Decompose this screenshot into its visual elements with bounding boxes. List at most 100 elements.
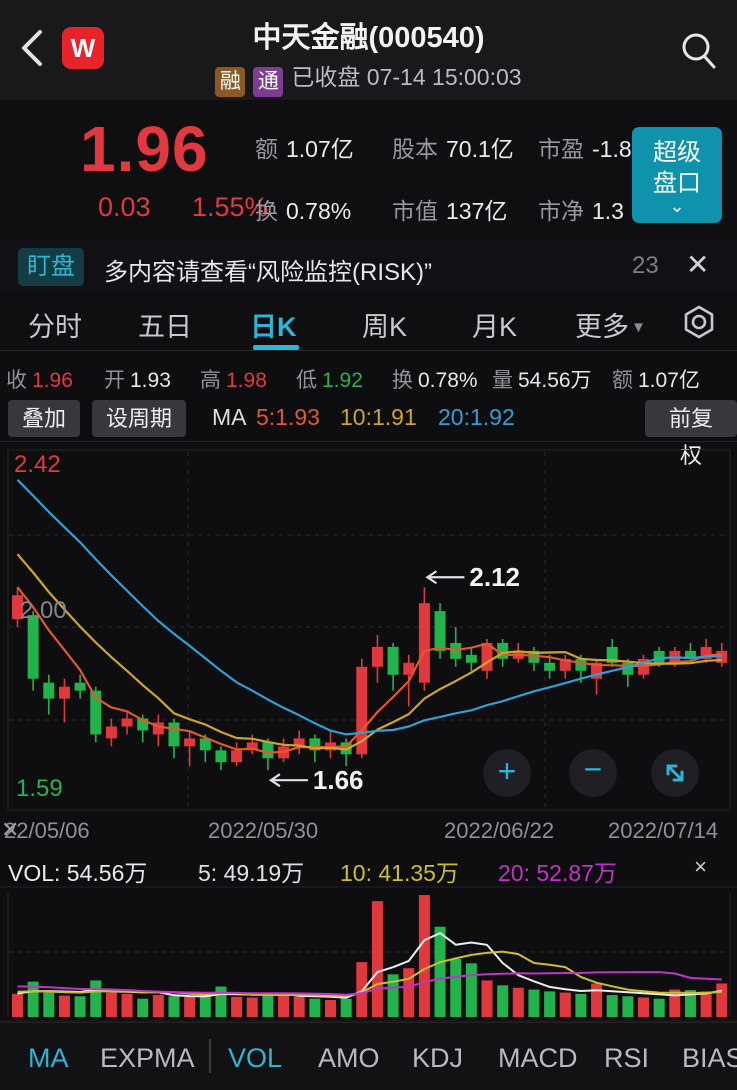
- volume-bar: [512, 987, 524, 1017]
- tab-ma[interactable]: MA: [28, 1043, 69, 1073]
- candle: [544, 654, 556, 679]
- tab-amo[interactable]: AMO: [318, 1043, 380, 1073]
- candle: [450, 627, 462, 667]
- vol-ma5: 5: 49.19万: [198, 860, 305, 886]
- search-icon[interactable]: [679, 28, 719, 72]
- candle: [387, 642, 399, 691]
- vol-ma20: 20: 52.87万: [498, 860, 617, 886]
- banner-count: 23: [632, 252, 659, 279]
- candle: [199, 734, 211, 763]
- clipped-glyph: ✕: [1, 817, 20, 842]
- volume-bar: [152, 995, 164, 1017]
- volume-bar: [74, 996, 86, 1017]
- fullscreen-button[interactable]: [651, 749, 699, 797]
- candlestick-chart[interactable]: 2.42 2.00 1.59 2.12 1.66 + − ✕ 22/05/06 2022/…: [0, 440, 737, 850]
- volume-bar: [90, 980, 102, 1017]
- market-status: 已收盘 07-14 15:00:03: [291, 64, 522, 90]
- zoom-in-button[interactable]: +: [483, 749, 531, 797]
- ma10-value: 10:1.91: [340, 404, 417, 430]
- back-icon[interactable]: [16, 26, 50, 70]
- overlay-button[interactable]: 叠加: [8, 400, 81, 437]
- ohlc-amount: 额 1.07亿: [612, 369, 700, 392]
- candle: [293, 730, 305, 755]
- tab-daily-k[interactable]: 日K: [250, 312, 297, 342]
- volume-bar: [418, 895, 430, 1017]
- candle: [622, 658, 634, 687]
- tab-intraday[interactable]: 分时: [28, 312, 82, 342]
- header: W 中天金融(000540) 融通已收盘 07-14 15:00:03: [0, 0, 737, 100]
- super-orderbook-label-1: 超级: [653, 139, 701, 166]
- tab-rsi[interactable]: RSI: [604, 1043, 650, 1073]
- ohlc-volume: 量 54.56万: [492, 369, 592, 392]
- forward-adjust-button[interactable]: 前复权: [645, 400, 737, 468]
- tab-weekly-k[interactable]: 周K: [362, 312, 408, 342]
- set-period-button[interactable]: 设周期: [92, 400, 187, 437]
- zoom-out-button[interactable]: −: [569, 749, 617, 797]
- x-label-4: 2022/07/14: [608, 818, 719, 843]
- price-label-low: 1.59: [16, 775, 63, 802]
- candle: [27, 611, 39, 691]
- volume-bar: [700, 991, 712, 1017]
- tab-expma[interactable]: EXPMA: [100, 1043, 195, 1073]
- stat-marketcap: 市值 137亿: [392, 198, 508, 224]
- status-row: 融通已收盘 07-14 15:00:03: [0, 58, 737, 97]
- margin-badge: 融: [215, 67, 246, 97]
- watch-tag: 盯盘: [18, 248, 84, 286]
- super-orderbook-label-2: 盘口: [653, 170, 701, 197]
- ohlc-open: 开 1.93: [104, 369, 171, 392]
- chart-settings-icon[interactable]: [680, 303, 718, 341]
- volume-bar: [434, 926, 446, 1017]
- close-icon[interactable]: ×: [694, 854, 707, 879]
- tab-vol[interactable]: VOL: [228, 1043, 283, 1073]
- candle: [481, 638, 493, 679]
- volume-panel[interactable]: VOL: 54.56万 5: 49.19万 10: 41.35万 20: 52.…: [0, 852, 737, 1022]
- candle: [58, 678, 70, 723]
- super-orderbook-button[interactable]: 超级 盘口 ⌄: [632, 127, 722, 223]
- candle: [512, 642, 524, 663]
- volume-bar: [528, 989, 540, 1017]
- volume-bar: [465, 963, 477, 1017]
- volume-bar: [371, 901, 383, 1017]
- caret-down-icon: ▼: [631, 319, 646, 336]
- chevron-down-icon: ⌄: [669, 196, 685, 216]
- volume-bar: [450, 959, 462, 1017]
- expand-arrows-icon: [666, 764, 684, 782]
- tab-bias[interactable]: BIAS: [682, 1043, 737, 1073]
- tab-5day[interactable]: 五日: [138, 312, 192, 342]
- candle: [121, 710, 133, 735]
- chart-controls: 叠加 设周期 MA 5:1.93 10:1.91 20:1.92 前复权: [0, 398, 737, 468]
- ma10-line: [16, 553, 722, 751]
- tab-monthly-k[interactable]: 月K: [472, 312, 518, 342]
- period-tab-bar: 分时 五日 日K 周K 月K 更多 ▼: [0, 293, 737, 351]
- price-change-pct: 1.55%: [192, 192, 269, 222]
- tab-more[interactable]: 更多 ▼: [575, 312, 646, 342]
- ohlc-low: 低 1.92: [296, 369, 363, 392]
- volume-bar: [575, 993, 587, 1017]
- x-axis-labels: ✕ 22/05/06 2022/05/30 2022/06/22 2022/07/…: [0, 816, 737, 848]
- vol-ma10-line: [17, 950, 722, 997]
- stat-turnover: 换 0.78%: [255, 198, 352, 224]
- tab-macd[interactable]: MACD: [498, 1043, 578, 1073]
- volume-bar: [684, 990, 696, 1017]
- candle: [559, 654, 571, 679]
- risk-banner[interactable]: 盯盘 多内容请查看“风险监控(RISK)” 23 ✕: [0, 240, 737, 293]
- volume-bar: [387, 974, 399, 1017]
- candle: [606, 638, 618, 667]
- price-change: 0.03: [98, 192, 151, 222]
- wind-logo: W: [62, 27, 104, 69]
- stat-amount: 额 1.07亿: [255, 136, 354, 162]
- volume-bar: [121, 993, 133, 1017]
- tab-kdj[interactable]: KDJ: [412, 1043, 464, 1073]
- volume-bar: [184, 996, 196, 1017]
- candle: [528, 646, 540, 671]
- volume-bar: [653, 998, 665, 1017]
- close-icon[interactable]: ✕: [686, 249, 710, 280]
- stat-pe: 市盈 -1.8: [538, 136, 632, 162]
- volume-bar: [544, 991, 556, 1017]
- volume-bar: [591, 983, 603, 1017]
- volume-bar: [481, 980, 493, 1017]
- candle: [184, 730, 196, 767]
- volume-bar: [27, 981, 39, 1017]
- price-label-high: 2.42: [14, 451, 61, 478]
- volume-bar: [278, 994, 290, 1017]
